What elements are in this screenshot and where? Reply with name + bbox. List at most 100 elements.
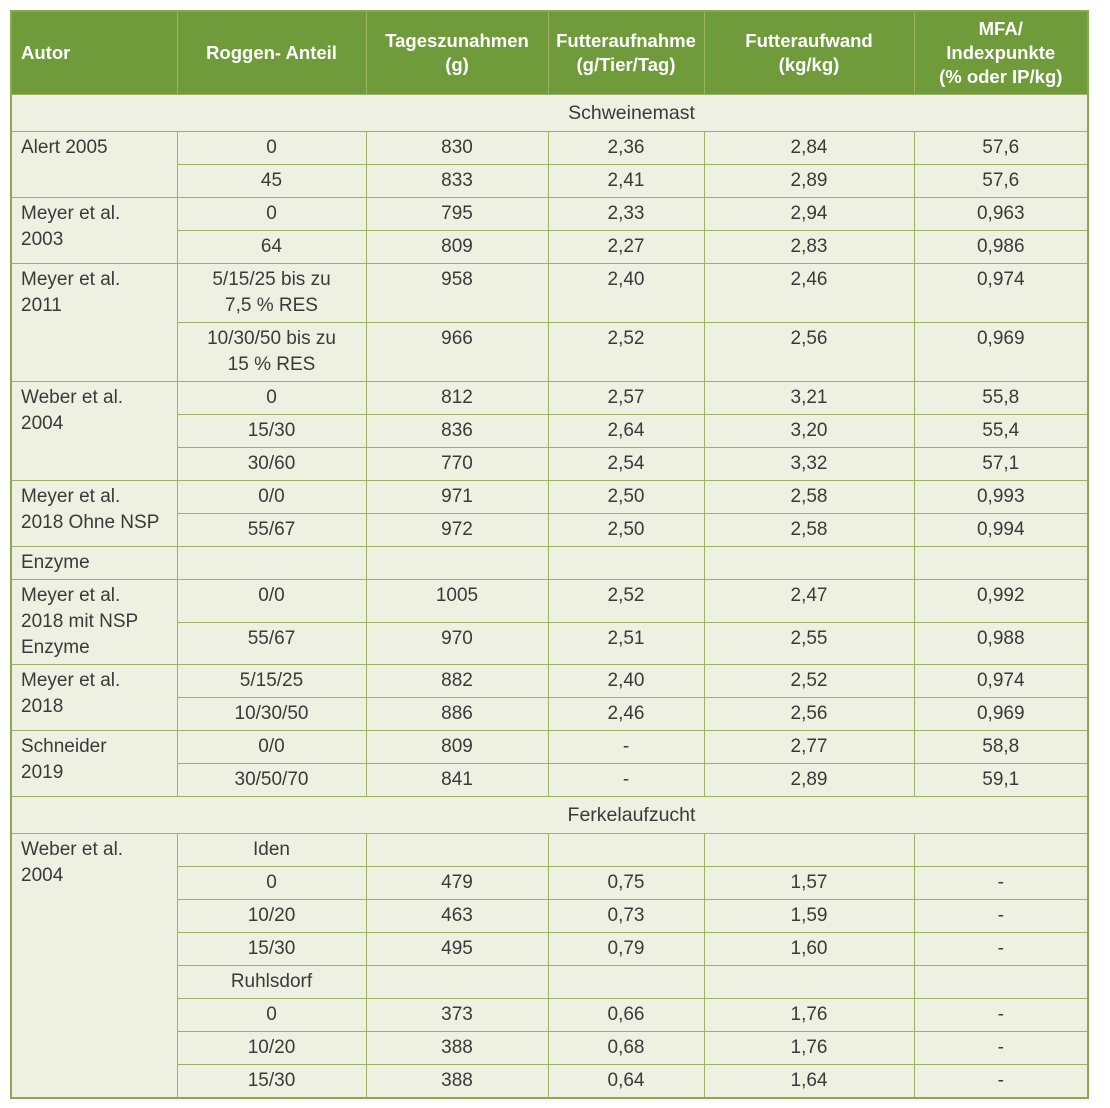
mfa-indexpunkte-cell: 0,986 [913, 230, 1089, 264]
tageszunahmen-cell [365, 546, 549, 580]
author-cell: Meyer et al. 2018 Ohne NSP [10, 480, 178, 547]
futteraufnahme-cell: - [547, 763, 705, 797]
tageszunahmen-cell: 958 [365, 263, 549, 323]
table-row: 55/67 972 2,50 2,58 0,994 [11, 513, 1089, 547]
roggen-anteil-cell: 45 [176, 164, 367, 198]
roggen-anteil-cell: 10/30/50 [176, 697, 367, 731]
futteraufnahme-cell [547, 546, 705, 580]
section-row: Ferkelaufzucht [10, 796, 1089, 834]
roggen-anteil-cell: 0 [176, 866, 367, 900]
mfa-indexpunkte-cell [913, 965, 1089, 999]
tageszunahmen-cell [365, 965, 549, 999]
mfa-indexpunkte-cell: 57,6 [913, 164, 1089, 198]
table-row: Schneider 2019 0/0 809-2,77 58,8 [10, 730, 1089, 797]
mfa-indexpunkte-cell: 59,1 [913, 763, 1089, 797]
table-row: Meyer et al. 2003 0 795 2,33 2,94 0,963 [10, 197, 1089, 264]
futteraufwand-cell: 2,46 [703, 263, 915, 323]
mfa-indexpunkte-cell: 55,8 [913, 381, 1089, 415]
col-header-mfa-indexpunkte: MFA/ Indexpunkte (% oder IP/kg) [913, 10, 1089, 95]
futteraufwand-cell: 2,52 [703, 664, 915, 698]
tageszunahmen-cell: 495 [365, 932, 549, 966]
mfa-indexpunkte-cell: 0,988 [913, 621, 1089, 665]
table-row: 30/50/70 841-2,89 59,1 [11, 763, 1089, 797]
futteraufwand-cell: 2,83 [703, 230, 915, 264]
col-header-roggen-anteil: Roggen- Anteil [176, 10, 367, 95]
tageszunahmen-cell: 886 [365, 697, 549, 731]
roggen-anteil-cell: 5/15/25 [176, 664, 367, 698]
roggen-anteil-cell: 0 [176, 131, 367, 165]
table-row: Alert 2005 0 830 2,36 2,84 57,6 [10, 131, 1089, 198]
author-cell: Weber et al. 2004 [10, 833, 178, 1099]
mfa-indexpunkte-cell: 57,6 [913, 131, 1089, 165]
author-cell: Schneider 2019 [10, 730, 178, 797]
futteraufwand-cell: 2,89 [703, 164, 915, 198]
table-row: 10/20 388 0,68 1,76- [11, 1031, 1089, 1065]
col-header-futteraufwand: Futteraufwand (kg/kg) [703, 10, 915, 95]
futteraufnahme-cell [547, 965, 705, 999]
mfa-indexpunkte-cell: - [913, 998, 1089, 1032]
roggen-anteil-cell: 10/30/50 bis zu 15 % RES [176, 322, 367, 382]
author-cell: Meyer et al. 2011 [10, 263, 178, 382]
futteraufwand-cell [703, 546, 915, 580]
mfa-indexpunkte-cell: 57,1 [913, 447, 1089, 481]
tageszunahmen-cell: 971 [365, 480, 549, 514]
futteraufnahme-cell: 2,52 [547, 579, 705, 623]
tageszunahmen-cell: 812 [365, 381, 549, 415]
author-cell: Enzyme [10, 546, 178, 580]
tageszunahmen-cell: 882 [365, 664, 549, 698]
section-header-ferkelaufzucht: Ferkelaufzucht [10, 796, 1089, 834]
futteraufnahme-cell: 2,50 [547, 513, 705, 547]
futteraufnahme-cell: 0,68 [547, 1031, 705, 1065]
futteraufwand-cell: 1,64 [703, 1064, 915, 1099]
tageszunahmen-cell: 463 [365, 899, 549, 933]
futteraufnahme-cell: 2,46 [547, 697, 705, 731]
futteraufwand-cell: 3,32 [703, 447, 915, 481]
table-header: Autor Roggen- Anteil Tageszunahmen (g) F… [10, 10, 1089, 95]
roggen-anteil-cell: 0/0 [176, 480, 367, 514]
mfa-indexpunkte-cell [913, 833, 1089, 867]
table-row: 15/30 836 2,64 3,20 55,4 [11, 414, 1089, 448]
table-row: Weber et al. 2004 0 812 2,57 3,21 55,8 [10, 381, 1089, 481]
futteraufwand-cell: 3,21 [703, 381, 915, 415]
tageszunahmen-cell: 809 [365, 230, 549, 264]
roggen-anteil-cell: 64 [176, 230, 367, 264]
roggen-anteil-cell: 0 [176, 998, 367, 1032]
tageszunahmen-cell: 970 [365, 621, 549, 665]
futteraufwand-cell: 2,58 [703, 480, 915, 514]
mfa-indexpunkte-cell: - [913, 866, 1089, 900]
author-cell: Meyer et al. 2003 [10, 197, 178, 264]
futteraufnahme-cell: 0,79 [547, 932, 705, 966]
tageszunahmen-cell: 373 [365, 998, 549, 1032]
table-row: 64 809 2,27 2,83 0,986 [11, 230, 1089, 264]
futteraufnahme-cell: 2,33 [547, 197, 705, 231]
futteraufnahme-cell: 2,40 [547, 664, 705, 698]
futteraufnahme-cell: - [547, 730, 705, 764]
futteraufnahme-cell: 2,54 [547, 447, 705, 481]
futteraufwand-cell: 2,55 [703, 621, 915, 665]
futteraufnahme-cell: 2,64 [547, 414, 705, 448]
feeding-trials-table: Autor Roggen- Anteil Tageszunahmen (g) F… [10, 10, 1089, 1099]
roggen-anteil-cell: 5/15/25 bis zu 7,5 % RES [176, 263, 367, 323]
table-body: Schweinemast Alert 2005 0 830 2,36 2,84 57,6 45… [10, 94, 1089, 1099]
tageszunahmen-cell: 479 [365, 866, 549, 900]
table-row: 15/30 388 0,64 1,64- [11, 1064, 1089, 1099]
mfa-indexpunkte-cell: - [913, 899, 1089, 933]
col-header-tageszunahmen: Tageszunahmen (g) [365, 10, 549, 95]
table-row: 30/60 770 2,54 3,32 57,1 [11, 447, 1089, 481]
futteraufwand-cell: 2,47 [703, 579, 915, 623]
table-row: 0 373 0,66 1,76- [11, 998, 1089, 1032]
roggen-anteil-cell [176, 546, 367, 580]
futteraufnahme-cell: 2,41 [547, 164, 705, 198]
col-header-futteraufnahme: Futteraufnahme (g/Tier/Tag) [547, 10, 705, 95]
mfa-indexpunkte-cell: 0,974 [913, 263, 1089, 323]
table-row: Weber et al. 2004 Iden [10, 833, 1089, 1099]
mfa-indexpunkte-cell: 0,969 [913, 697, 1089, 731]
mfa-indexpunkte-cell: - [913, 1064, 1089, 1099]
roggen-anteil-cell: 15/30 [176, 932, 367, 966]
tageszunahmen-cell: 388 [365, 1031, 549, 1065]
section-row: Schweinemast [10, 94, 1089, 132]
futteraufwand-cell: 2,77 [703, 730, 915, 764]
mfa-indexpunkte-cell: 55,4 [913, 414, 1089, 448]
tageszunahmen-cell: 795 [365, 197, 549, 231]
